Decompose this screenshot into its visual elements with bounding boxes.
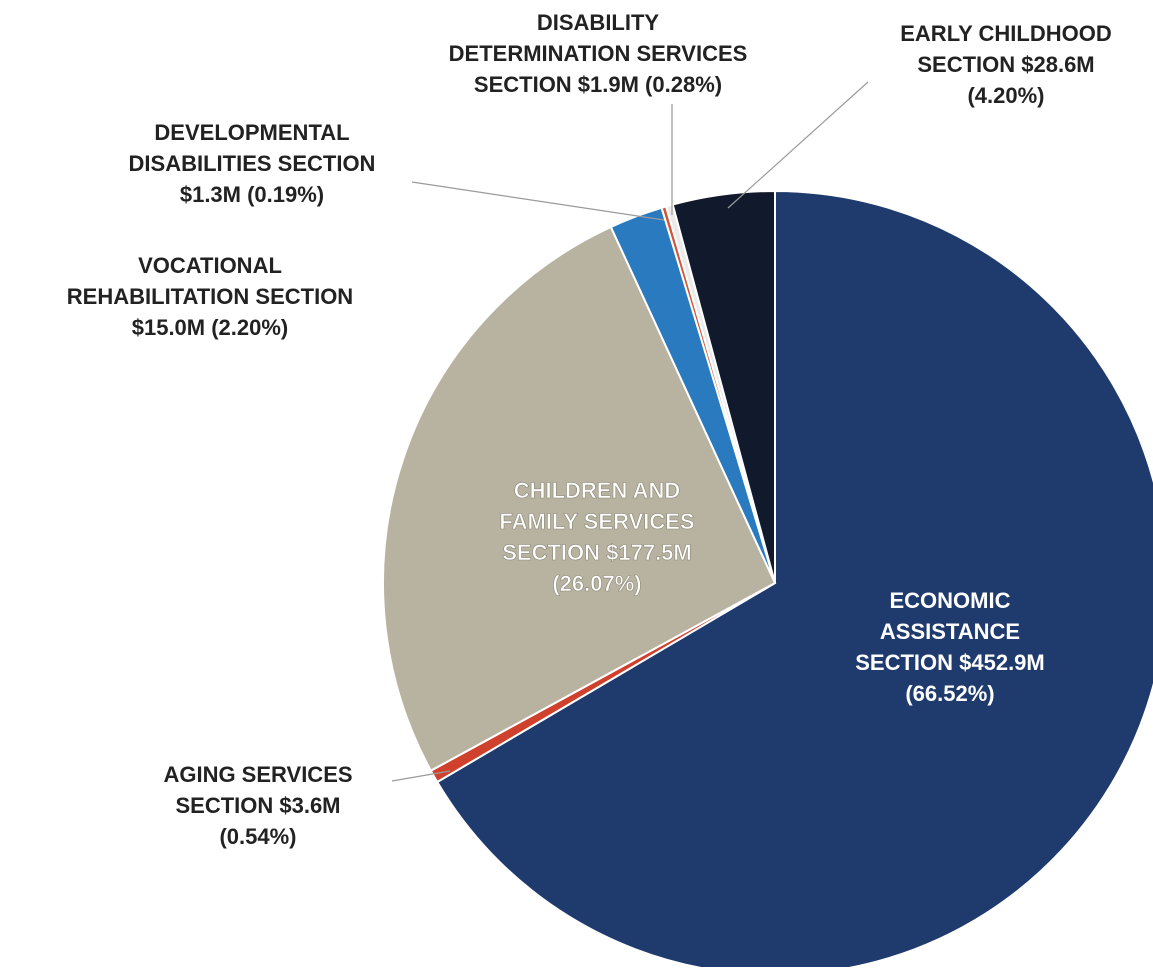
slice-label-line: VOCATIONAL xyxy=(138,253,282,278)
slice-label-line: ASSISTANCE xyxy=(880,619,1020,644)
slice-label-line: (66.52%) xyxy=(905,681,994,706)
slice-label-line: ECONOMIC xyxy=(890,588,1011,613)
slice-label: DISABILITY DETERMINATION SERVICES SECTION … xyxy=(449,10,748,97)
slice-label-line: $1.3M (0.19%) xyxy=(180,182,324,207)
pie-slices xyxy=(382,189,1153,972)
leader-line xyxy=(727,81,869,209)
slice-label: CHILDREN AND FAMILY SERVICES SECTION $177.… xyxy=(499,478,694,596)
slice-label-line: SECTION $1.9M (0.28%) xyxy=(474,72,722,97)
slice-label-line: DETERMINATION SERVICES xyxy=(449,41,748,66)
slice-label-line: $15.0M (2.20%) xyxy=(132,315,289,340)
slice-label-line: FAMILY SERVICES xyxy=(499,509,694,534)
pie-slice-early-childhood-section xyxy=(671,189,776,584)
slice-label-line: (0.54%) xyxy=(219,824,296,849)
leader-lines xyxy=(391,81,869,782)
slice-label-line: REHABILITATION SECTION xyxy=(67,284,353,309)
slice-label-line: (26.07%) xyxy=(552,571,641,596)
slice-label-line: AGING SERVICES xyxy=(163,762,352,787)
slice-label-line: DISABILITY xyxy=(537,10,660,35)
slice-label-line: SECTION $3.6M xyxy=(175,793,340,818)
slice-label: VOCATIONAL REHABILITATION SECTION $15.0M (… xyxy=(67,253,353,340)
slice-label-line: EARLY CHILDHOOD xyxy=(900,21,1111,46)
slice-label-line: DISABILITIES SECTION xyxy=(129,151,376,176)
slice-label-line: SECTION $28.6M xyxy=(917,52,1094,77)
slice-label-line: SECTION $452.9M xyxy=(855,650,1045,675)
leader-line xyxy=(391,770,451,782)
slice-label: AGING SERVICES SECTION $3.6M (0.54%) xyxy=(163,762,352,849)
slice-labels: ECONOMIC ASSISTANCE SECTION $452.9M (66.52%… xyxy=(67,10,1112,849)
slice-label-line: DEVELOPMENTAL xyxy=(154,120,349,145)
slice-label: EARLY CHILDHOOD SECTION $28.6M (4.20%) xyxy=(900,21,1111,108)
pie-slice-children-and-family-services-section xyxy=(382,225,777,773)
slice-label-line: CHILDREN AND xyxy=(514,478,681,503)
pie-slice-economic-assistance-section xyxy=(435,189,1153,972)
slice-label-line: (4.20%) xyxy=(967,83,1044,108)
slice-label: DEVELOPMENTAL DISABILITIES SECTION $1.3M (… xyxy=(129,120,376,207)
slice-label: ECONOMIC ASSISTANCE SECTION $452.9M (66.52%… xyxy=(855,588,1045,706)
leader-line xyxy=(411,181,665,221)
slice-label-line: SECTION $177.5M xyxy=(502,540,692,565)
